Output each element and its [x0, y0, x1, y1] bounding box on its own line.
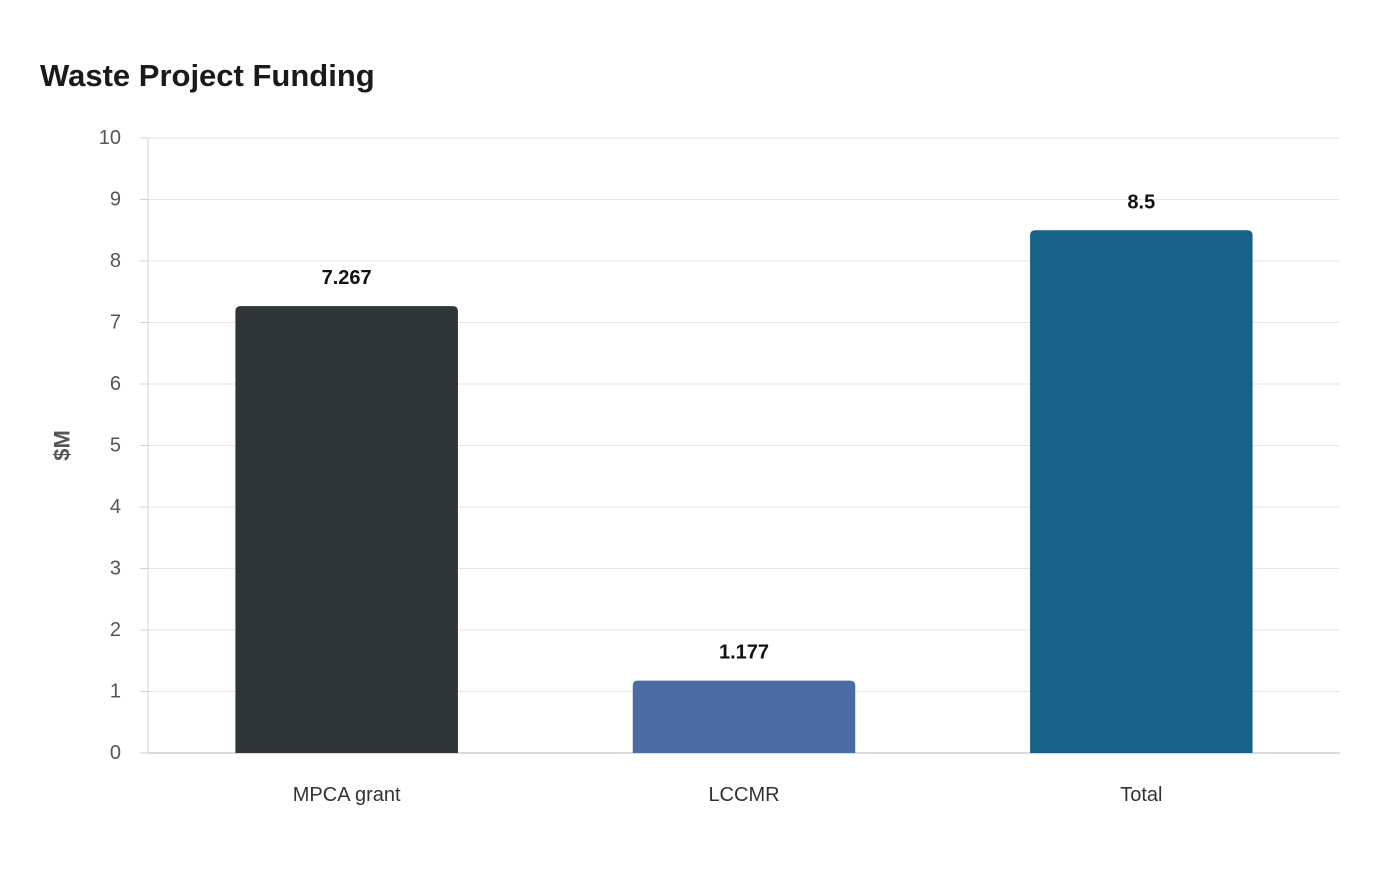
y-tick-label: 1 — [110, 681, 121, 703]
y-tick-label: 7 — [110, 312, 121, 334]
y-tick-label: 5 — [110, 435, 121, 457]
chart-title: Waste Project Funding — [40, 58, 375, 93]
data-label: 8.5 — [1127, 191, 1155, 213]
y-tick-label: 8 — [110, 250, 121, 272]
y-tick-label: 0 — [110, 742, 121, 764]
x-tick-label: Total — [1120, 784, 1162, 806]
y-axis-label: $M — [50, 430, 75, 461]
bar-total — [1030, 230, 1253, 753]
y-tick-label: 9 — [110, 189, 121, 211]
y-tick-label: 2 — [110, 619, 121, 641]
y-tick-labels: 0 1 2 3 4 5 6 7 8 9 10 — [99, 127, 121, 764]
y-tick-label: 4 — [110, 496, 121, 518]
bars — [235, 230, 1253, 753]
bar-mpca-grant — [235, 306, 458, 753]
data-label: 1.177 — [719, 642, 769, 664]
x-tick-label: LCCMR — [708, 784, 779, 806]
data-labels: 7.267 1.177 8.5 — [322, 191, 1156, 663]
y-tick-label: 10 — [99, 127, 121, 149]
x-tick-label: MPCA grant — [293, 784, 401, 806]
y-tick-label: 6 — [110, 373, 121, 395]
data-label: 7.267 — [322, 267, 372, 289]
x-tick-labels: MPCA grant LCCMR Total — [293, 784, 1163, 806]
y-tick-label: 3 — [110, 558, 121, 580]
bar-lccmr — [632, 680, 856, 753]
